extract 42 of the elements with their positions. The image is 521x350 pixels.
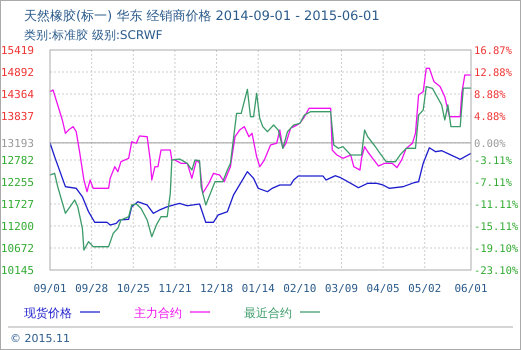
chart-title: 天然橡胶(标一) 华东 经销商价格 2014-09-01 - 2015-06-01 <box>24 9 380 24</box>
y-tick-label: 11727 <box>0 198 34 212</box>
y2-tick-label: -19.10% <box>474 242 519 255</box>
y2-tick-label: 4.88% <box>474 110 506 123</box>
line-series <box>49 86 472 251</box>
x-tick-label: 03/09 <box>324 282 358 295</box>
x-tick-label: 01/14 <box>242 282 276 295</box>
y2-tick-label: 0.00% <box>474 138 506 150</box>
y-tick-label: 13193 <box>0 136 34 150</box>
x-tick-label: 12/18 <box>200 282 234 295</box>
line-series <box>49 142 472 226</box>
legend-label: 主力合约 <box>134 306 182 320</box>
y2-tick-label: 16.87% <box>474 45 513 57</box>
y2-tick-label: 12.88% <box>474 66 513 79</box>
x-tick-label: 06/01 <box>454 282 488 295</box>
y-tick-label: 14892 <box>0 66 34 79</box>
y-tick-label: 13837 <box>0 110 34 123</box>
x-tick-label: 11/21 <box>158 282 192 295</box>
y-tick-label: 10672 <box>0 242 34 256</box>
y-tick-label: 12782 <box>0 154 34 167</box>
x-tick-label: 04/05 <box>366 282 400 295</box>
legend-label: 最近合约 <box>244 306 292 320</box>
x-tick-label: 10/25 <box>116 282 150 295</box>
y2-tick-label: -15.11% <box>474 221 519 234</box>
y-tick-label: 15419 <box>0 44 34 57</box>
legend-label: 现货价格 <box>24 306 72 320</box>
y-tick-label: 14364 <box>0 88 34 102</box>
line-series <box>49 68 472 194</box>
y2-tick-label: 8.88% <box>474 88 506 101</box>
x-tick-label: 05/02 <box>408 282 442 295</box>
y2-tick-label: -11.11% <box>474 199 519 212</box>
x-tick-label: 09/28 <box>75 282 108 295</box>
text: © 2015.11 <box>10 332 70 345</box>
x-tick-label: 09/01 <box>33 282 67 295</box>
y2-tick-label: -3.11% <box>474 154 513 167</box>
chart-subtitle: 类别:标准胶 级别:SCRWF <box>24 28 163 42</box>
y-tick-label: 12255 <box>0 176 34 189</box>
y2-tick-label: -23.10% <box>474 265 519 277</box>
y-tick-label: 10145 <box>0 264 34 277</box>
y-tick-label: 11200 <box>0 220 34 233</box>
y2-tick-label: -7.11% <box>474 176 513 189</box>
x-tick-label: 02/10 <box>283 282 316 295</box>
